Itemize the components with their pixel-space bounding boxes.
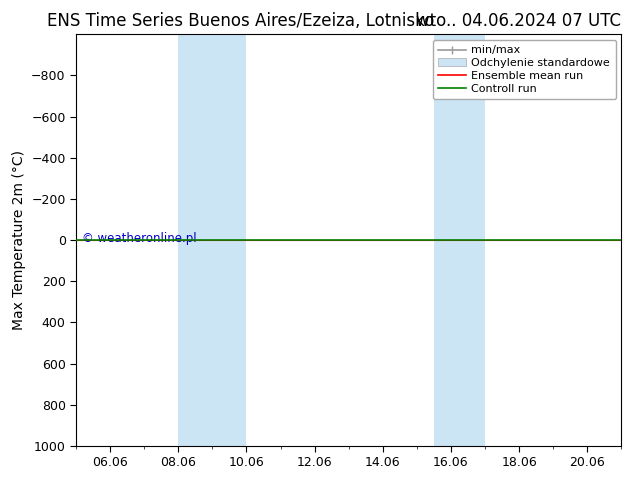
Bar [434, 34, 485, 446]
Text: wto.. 04.06.2024 07 UTC: wto.. 04.06.2024 07 UTC [417, 12, 621, 30]
Bar [178, 34, 247, 446]
Y-axis label: Max Temperature 2m (°C): Max Temperature 2m (°C) [11, 150, 25, 330]
Legend: min/max, Odchylenie standardowe, Ensemble mean run, Controll run: min/max, Odchylenie standardowe, Ensembl… [432, 40, 616, 99]
Text: ENS Time Series Buenos Aires/Ezeiza, Lotnisko: ENS Time Series Buenos Aires/Ezeiza, Lot… [47, 12, 435, 30]
Text: © weatheronline.pl: © weatheronline.pl [82, 232, 196, 245]
